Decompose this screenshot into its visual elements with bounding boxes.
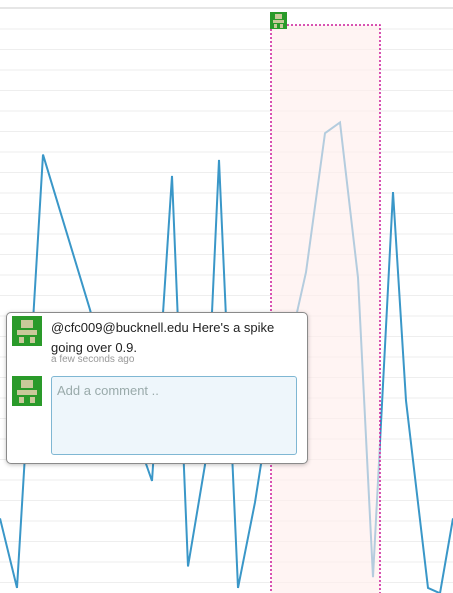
avatar bbox=[12, 316, 42, 346]
selection-box[interactable] bbox=[270, 24, 381, 593]
comment-time: a few seconds ago bbox=[51, 354, 135, 365]
grid bbox=[0, 28, 453, 583]
selection-avatar[interactable] bbox=[270, 12, 287, 29]
comment-input[interactable]: Add a comment .. bbox=[51, 376, 297, 455]
comment-text: @cfc009@bucknell.edu Here's a spike goin… bbox=[51, 320, 275, 355]
avatar bbox=[12, 376, 42, 406]
comment-popup: @cfc009@bucknell.edu Here's a spike goin… bbox=[6, 312, 308, 464]
